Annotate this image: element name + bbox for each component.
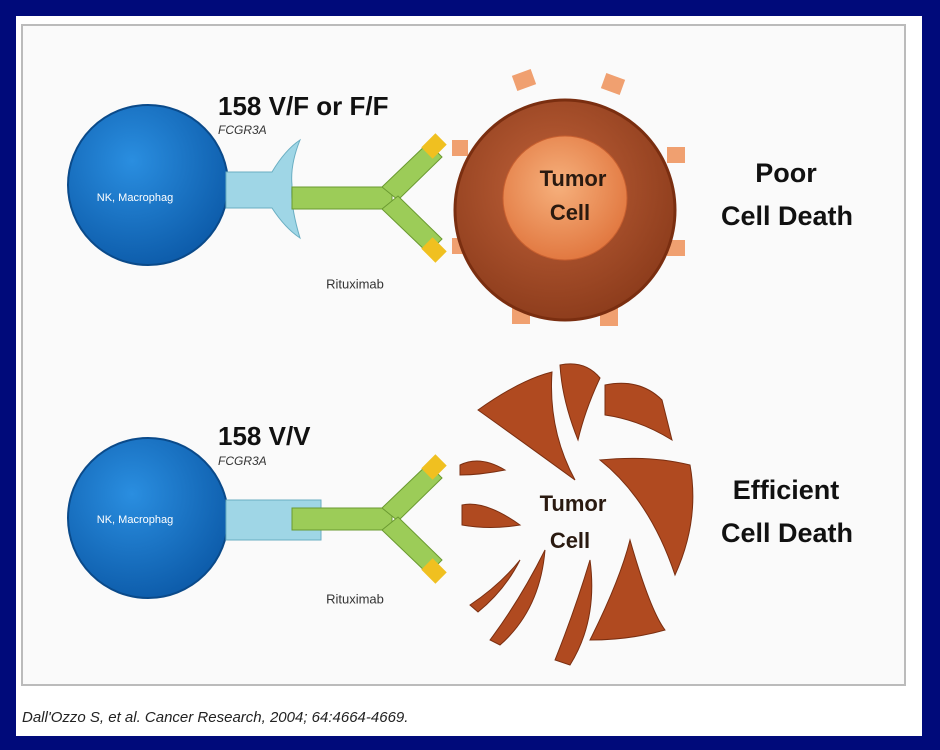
- figure: 158 V/F or F/F FCGR3A NK, Macrophag Ritu…: [0, 0, 940, 750]
- antibody-label: Rituximab: [326, 591, 384, 606]
- effector-label: NK, Macrophag: [97, 514, 173, 526]
- gene: FCGR3A: [218, 454, 267, 468]
- outcome: Cell Death: [721, 201, 853, 231]
- antibody-label: Rituximab: [326, 276, 384, 291]
- genotype: 158 V/F or F/F: [218, 91, 389, 121]
- gene: FCGR3A: [218, 123, 267, 137]
- outcome: Poor: [755, 158, 817, 188]
- tumor-label: Cell: [550, 528, 590, 553]
- effector-cell: [68, 105, 228, 265]
- outcome: Cell Death: [721, 518, 853, 548]
- tumor-label: Tumor: [540, 166, 607, 191]
- tumor-label: Tumor: [540, 491, 607, 516]
- tumor-label: Cell: [550, 200, 590, 225]
- citation: Dall'Ozzo S, et al. Cancer Research, 200…: [22, 709, 408, 726]
- nucleus: [503, 136, 627, 260]
- outcome: Efficient: [733, 475, 840, 505]
- effector-label: NK, Macrophag: [97, 192, 173, 204]
- genotype: 158 V/V: [218, 421, 311, 451]
